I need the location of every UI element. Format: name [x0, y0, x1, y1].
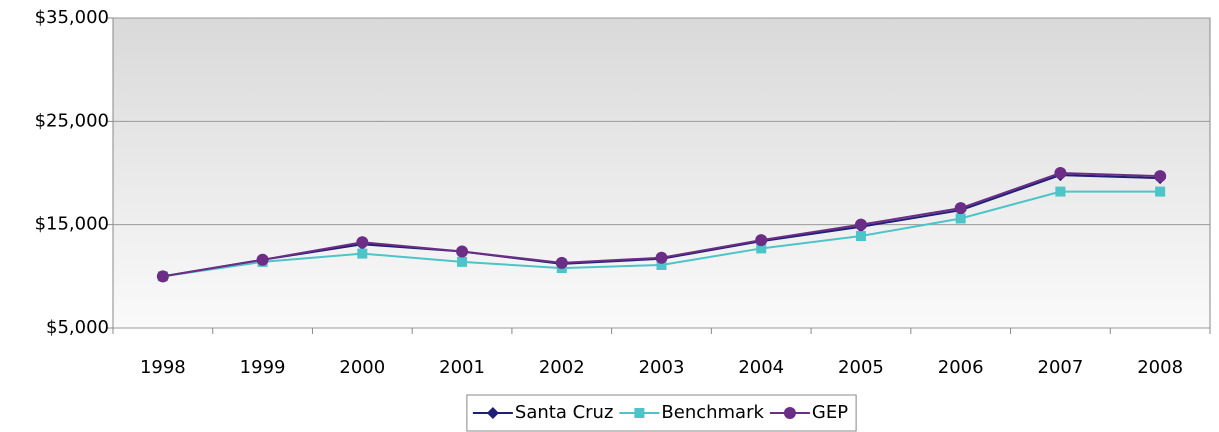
- marker: [1054, 167, 1067, 179]
- x-tick-label: 1998: [140, 357, 186, 378]
- legend-item: Benchmark: [619, 402, 764, 423]
- legend-item: Santa Cruz: [472, 402, 614, 423]
- legend-label: Santa Cruz: [515, 402, 614, 423]
- marker: [256, 253, 269, 266]
- legend-item: GEP: [769, 402, 848, 423]
- y-tick-label: $35,000: [35, 7, 109, 28]
- marker: [357, 248, 368, 259]
- marker: [655, 251, 668, 264]
- x-tick-label: 2007: [1038, 357, 1084, 378]
- x-tick-label: 2003: [639, 357, 685, 378]
- marker: [634, 408, 645, 418]
- marker: [656, 259, 667, 270]
- legend-label: Benchmark: [661, 402, 764, 423]
- marker: [755, 234, 768, 247]
- y-tick-label: $15,000: [35, 214, 109, 235]
- marker: [456, 245, 469, 258]
- x-tick-label: 2001: [439, 357, 485, 378]
- marker: [955, 213, 966, 224]
- x-tick-label: 2004: [738, 357, 784, 378]
- marker: [854, 218, 867, 231]
- y-tick-label: $25,000: [35, 110, 109, 131]
- x-tick-label: 2006: [938, 357, 984, 378]
- marker: [555, 256, 568, 269]
- plot-area: [112, 17, 1211, 329]
- x-tick-label: 2005: [838, 357, 884, 378]
- marker: [954, 202, 967, 215]
- marker: [756, 243, 767, 254]
- marker: [156, 270, 169, 283]
- x-tick-label: 2000: [339, 357, 385, 378]
- marker: [1155, 186, 1166, 197]
- legend: Santa Cruz Benchmark GEP: [466, 394, 857, 432]
- legend-label: GEP: [812, 402, 848, 423]
- marker: [356, 236, 369, 249]
- marker: [1055, 186, 1066, 197]
- y-tick-label: $5,000: [46, 317, 109, 338]
- x-tick-label: 1999: [240, 357, 286, 378]
- marker: [486, 407, 499, 419]
- marker: [457, 256, 468, 267]
- marker: [783, 407, 796, 419]
- x-tick-label: 2008: [1137, 357, 1183, 378]
- marker: [1154, 170, 1167, 183]
- x-tick-label: 2002: [539, 357, 585, 378]
- marker: [855, 231, 866, 242]
